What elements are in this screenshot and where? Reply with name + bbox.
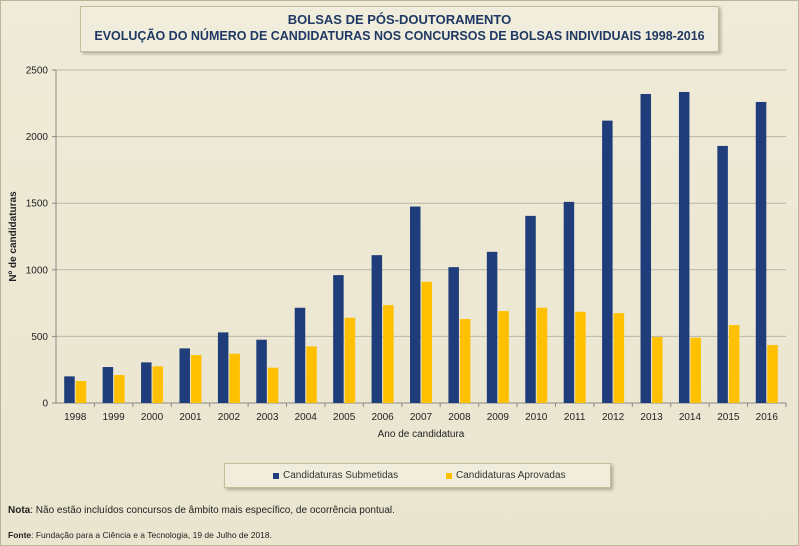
bar-approved [306, 346, 317, 403]
bar-approved [344, 317, 356, 403]
legend-swatch-submitted [273, 472, 279, 479]
bar-submitted [602, 120, 613, 403]
x-tick-label: 2011 [564, 412, 586, 423]
x-tick-label: 2012 [602, 412, 625, 423]
bar-submitted [410, 206, 421, 403]
bar-approved [152, 366, 164, 403]
x-tick-label: 2010 [525, 412, 548, 423]
x-tick-label: 2016 [756, 412, 779, 423]
x-tick-label: 2009 [487, 412, 510, 423]
bar-approved [459, 319, 471, 403]
bar-approved [728, 325, 740, 403]
bar-approved [536, 307, 548, 403]
x-tick-label: 2015 [717, 412, 740, 423]
note-text: : Não estão incluídos concursos de âmbit… [30, 505, 395, 516]
bar-submitted [640, 93, 652, 403]
bar-approved [613, 313, 625, 403]
bar-approved [190, 355, 202, 403]
bar-submitted [448, 267, 459, 403]
legend-label-approved: Candidaturas Aprovadas [456, 470, 566, 481]
bar-submitted [64, 376, 75, 403]
x-tick-label: 2001 [179, 412, 202, 423]
bar-submitted [717, 145, 728, 403]
x-tick-label: 2005 [333, 412, 356, 423]
bar-submitted [256, 339, 267, 403]
chart-title-box: BOLSAS DE PÓS-DOUTORAMENTO EVOLUÇÃO DO N… [80, 6, 719, 52]
x-tick-label: 1999 [103, 412, 126, 423]
y-tick-label: 2500 [26, 66, 49, 77]
y-axis-title: Nº de candidaturas [8, 191, 19, 282]
bar-submitted [486, 251, 498, 403]
note-label: Nota [8, 505, 31, 516]
y-tick-label: 2000 [26, 132, 49, 143]
x-tick-label: 2008 [448, 412, 471, 423]
y-tick-label: 500 [31, 332, 48, 343]
legend-item-submitted: Candidaturas Submetidas [273, 470, 398, 481]
source-text: : Fundação para a Ciência e a Tecnologia… [31, 530, 272, 540]
chart-title: BOLSAS DE PÓS-DOUTORAMENTO [287, 12, 512, 27]
bar-approved [421, 281, 432, 403]
bar-submitted [179, 348, 190, 403]
bar-approved [575, 311, 586, 403]
source-label: Fonte [8, 530, 32, 540]
legend-label-submitted: Candidaturas Submetidas [283, 470, 399, 481]
legend-item-approved: Candidaturas Aprovadas [446, 470, 566, 481]
bar-submitted [217, 332, 229, 403]
bar-submitted [678, 91, 690, 403]
bar-approved [383, 305, 394, 403]
y-tick-label: 1500 [26, 199, 49, 210]
x-tick-label: 2007 [410, 412, 433, 423]
bar-approved [267, 367, 279, 403]
bar-submitted [525, 215, 536, 403]
bar-submitted [102, 367, 114, 403]
x-tick-label: 2006 [371, 412, 394, 423]
chart-note: Nota: Não estão incluídos concursos de â… [8, 505, 395, 516]
bar-approved [498, 311, 509, 403]
bar-approved [114, 375, 125, 403]
legend-swatch-approved [446, 472, 452, 479]
x-tick-label: 2013 [640, 412, 663, 423]
bar-approved [229, 353, 240, 403]
chart-legend: Candidaturas Submetidas Candidaturas Apr… [224, 463, 611, 488]
bar-submitted [371, 255, 383, 403]
y-tick-label: 0 [42, 399, 48, 410]
chart-subtitle: EVOLUÇÃO DO NÚMERO DE CANDIDATURAS NOS C… [94, 29, 705, 43]
bar-approved [75, 381, 87, 403]
bar-approved [690, 337, 701, 403]
x-tick-label: 1998 [64, 412, 87, 423]
x-tick-label: 2000 [141, 412, 164, 423]
bar-submitted [141, 362, 152, 403]
chart-source: Fonte: Fundação para a Ciência e a Tecno… [8, 530, 272, 540]
bar-approved [767, 345, 778, 403]
x-tick-label: 2004 [295, 412, 318, 423]
bar-submitted [563, 201, 575, 403]
x-axis-title: Ano de candidatura [378, 429, 465, 440]
bar-submitted [333, 275, 344, 403]
x-tick-label: 2003 [256, 412, 279, 423]
x-tick-label: 2014 [679, 412, 702, 423]
y-tick-label: 1000 [26, 265, 49, 276]
bar-submitted [294, 307, 306, 403]
bar-approved [652, 337, 663, 403]
x-tick-label: 2002 [218, 412, 241, 423]
bar-submitted [755, 101, 767, 403]
